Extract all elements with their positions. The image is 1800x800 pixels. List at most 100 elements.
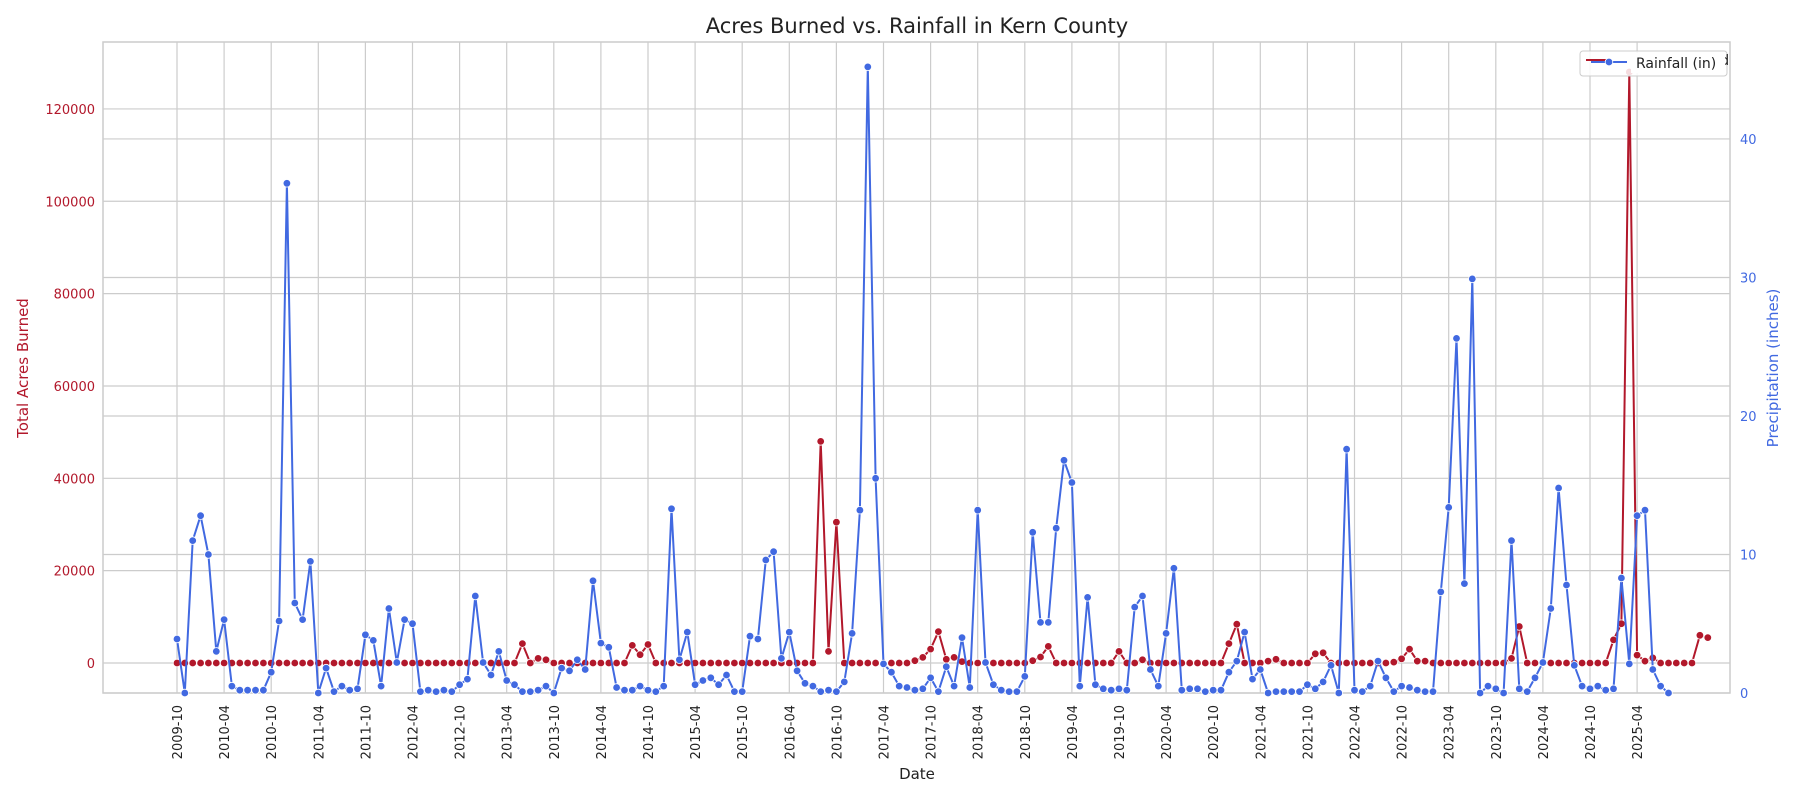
rainfall-point (1161, 629, 1171, 638)
rainfall-point (761, 555, 770, 565)
rainfall-point (345, 686, 354, 695)
acres-burned-point (384, 658, 394, 668)
rainfall-point (1177, 686, 1186, 695)
acres-burned-point (1405, 644, 1414, 654)
x-tick-label: 2009-10 (171, 705, 186, 759)
acres-burned-point (251, 658, 260, 668)
rainfall-point (620, 686, 629, 695)
acres-burned-point (824, 647, 833, 656)
x-tick-label: 2017-10 (925, 705, 940, 759)
rainfall-point (219, 615, 229, 624)
rainfall-point (1138, 591, 1147, 601)
x-tick-label: 2024-04 (1537, 705, 1552, 759)
rainfall-point (1122, 686, 1131, 695)
rainfall-point (1507, 536, 1516, 545)
rainfall-point (1067, 478, 1077, 487)
acres-burned-point (1562, 658, 1571, 668)
acres-burned-point (1413, 656, 1422, 666)
rainfall-point (1358, 687, 1367, 696)
acres-burned-point (471, 658, 480, 668)
x-tick-label: 2022-10 (1396, 705, 1411, 759)
rainfall-point (518, 687, 527, 696)
x-tick-label: 2024-10 (1584, 705, 1599, 759)
acres-burned-point (761, 658, 770, 668)
rainfall-point (1326, 661, 1336, 670)
left-y-tick-label: 40000 (54, 472, 95, 487)
rainfall-point (510, 680, 519, 689)
rainfall-point (698, 676, 708, 685)
acres-burned-point (1083, 658, 1092, 668)
rainfall-point (1208, 686, 1218, 695)
acres-burned-point (337, 658, 347, 668)
acres-burned-point (1554, 658, 1563, 668)
rainfall-point (855, 506, 865, 515)
rainfall-point (1585, 684, 1595, 693)
rainfall-point (455, 680, 464, 689)
rainfall-point (212, 647, 221, 656)
x-tick-label: 2019-10 (1113, 705, 1128, 759)
acres-burned-point (596, 658, 606, 668)
rainfall-point (1420, 687, 1430, 696)
rainfall-point (628, 686, 637, 695)
rainfall-point (651, 687, 660, 696)
rainfall-point (706, 673, 715, 682)
rainfall-point (1577, 681, 1587, 691)
acres-burned-point (204, 658, 213, 668)
acres-burned-point (329, 658, 339, 668)
rainfall-point (1020, 672, 1030, 681)
acres-burned-point (533, 654, 543, 663)
acres-burned-point (1601, 658, 1610, 668)
left-y-tick-label: 100000 (45, 195, 95, 210)
acres-burned-point (1703, 633, 1712, 642)
acres-burned-point (447, 658, 456, 668)
rainfall-point (1130, 602, 1139, 612)
rainfall-point (267, 668, 276, 677)
acres-burned-point (1216, 658, 1226, 668)
rainfall-point (180, 688, 189, 698)
rainfall-point (667, 504, 676, 513)
rainfall-point (1075, 681, 1084, 691)
acres-burned-point (895, 658, 904, 668)
rainfall-point (659, 681, 668, 691)
rainfall-point (1554, 483, 1563, 493)
rainfall-point (227, 681, 237, 691)
left-y-tick-label: 20000 (54, 565, 95, 580)
acres-burned-point (1067, 658, 1077, 668)
rainfall-point (1232, 656, 1241, 666)
rainfall-point (769, 547, 778, 556)
left-y-tick-label: 120000 (45, 103, 95, 118)
rainfall-point (738, 687, 747, 696)
acres-burned-point (1169, 658, 1179, 668)
rainfall-point (1562, 580, 1571, 590)
rainfall-point (730, 687, 739, 696)
acres-burned-point (1358, 658, 1367, 668)
rainfall-point (565, 666, 574, 675)
x-tick-label: 2017-04 (878, 705, 893, 759)
acres-burned-point (1138, 655, 1147, 664)
rainfall-point (1625, 659, 1634, 669)
rainfall-point (486, 670, 496, 680)
acres-burned-point (400, 658, 409, 668)
acres-burned-point (1436, 658, 1445, 668)
rainfall-point (1091, 680, 1100, 689)
rainfall-point (1530, 673, 1540, 682)
left-y-axis-ticks: 0 20000 40000 60000 80000 100000 120000 (45, 103, 95, 672)
acres-burned-point (816, 437, 825, 446)
acres-burned-point (1695, 631, 1705, 640)
acres-burned-point (306, 658, 315, 668)
rainfall-point (172, 634, 182, 644)
rainfall-point (722, 670, 731, 680)
acres-burned-point (989, 658, 998, 668)
rainfall-point (840, 677, 849, 687)
rainfall-line (176, 65, 1670, 694)
acres-burned-point (973, 658, 982, 668)
rainfall-point (949, 681, 959, 691)
x-tick-label: 2021-04 (1254, 705, 1269, 759)
rainfall-point (777, 654, 786, 663)
rainfall-point (1083, 593, 1092, 602)
acres-burned-point (800, 658, 810, 668)
rainfall-point (1601, 686, 1610, 695)
rainfall-point (1491, 684, 1500, 693)
rainfall-point (400, 615, 409, 624)
